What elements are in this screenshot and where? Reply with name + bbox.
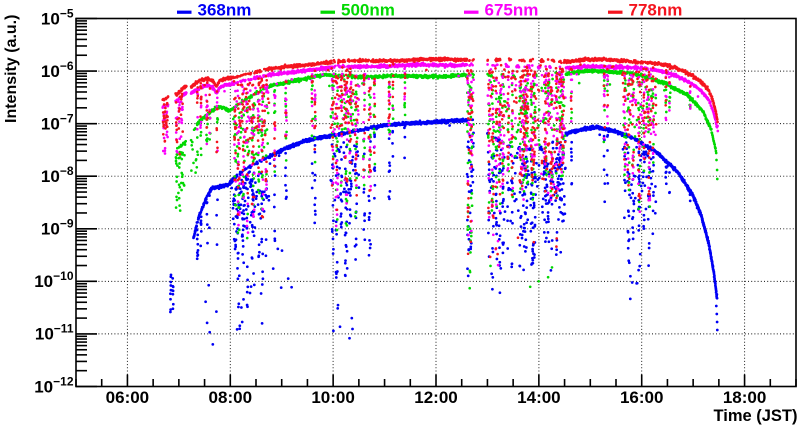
svg-text:14:00: 14:00 xyxy=(517,388,560,407)
svg-text:368nm: 368nm xyxy=(198,0,252,19)
svg-text:675nm: 675nm xyxy=(485,0,539,19)
svg-text:Intensity (a.u.): Intensity (a.u.) xyxy=(3,15,20,123)
svg-text:08:00: 08:00 xyxy=(209,388,252,407)
svg-text:16:00: 16:00 xyxy=(620,388,663,407)
svg-text:778nm: 778nm xyxy=(629,0,683,19)
svg-text:12:00: 12:00 xyxy=(414,388,457,407)
svg-text:18:00: 18:00 xyxy=(723,388,766,407)
svg-text:500nm: 500nm xyxy=(341,0,395,19)
svg-text:10:00: 10:00 xyxy=(311,388,354,407)
svg-text:Time (JST): Time (JST) xyxy=(713,407,797,425)
svg-text:06:00: 06:00 xyxy=(106,388,149,407)
